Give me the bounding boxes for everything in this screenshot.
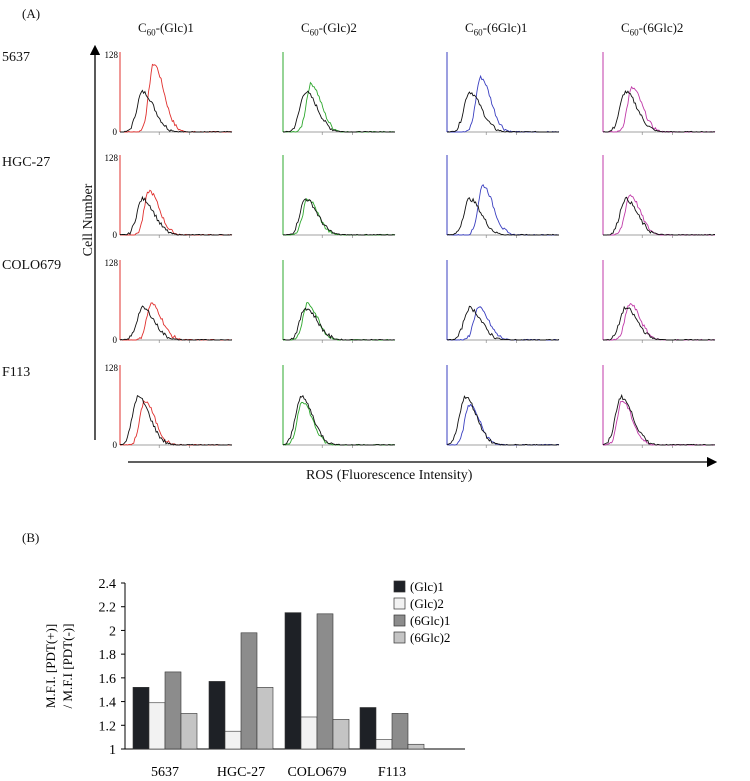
y-tick-max-label: 128 xyxy=(105,363,119,373)
bar-y-tick-label: 2.4 xyxy=(99,577,117,592)
y-axis-title: Cell Number xyxy=(81,183,96,257)
y-tick-min-label: 0 xyxy=(113,230,118,240)
treated-histogram-curve xyxy=(446,74,560,133)
row-label: F113 xyxy=(2,365,31,380)
bar xyxy=(316,613,334,750)
control-histogram-curve xyxy=(602,90,716,133)
bar-y-tick-label: 1.2 xyxy=(99,719,117,734)
control-histogram-curve xyxy=(282,198,396,236)
bar-y-tick-label: 1 xyxy=(109,743,116,758)
legend-label: (6Glc)2 xyxy=(410,630,450,645)
bar xyxy=(284,612,302,750)
bar-category-label: COLO679 xyxy=(287,765,346,780)
bar-category-label: 5637 xyxy=(151,765,179,780)
bar xyxy=(332,719,350,750)
bar xyxy=(180,713,198,750)
column-header: C60-(Glc)2 xyxy=(301,20,357,38)
bar xyxy=(148,702,166,750)
bar xyxy=(224,730,242,750)
bar-y-tick-label: 2 xyxy=(109,624,116,639)
treated-histogram-curve xyxy=(446,184,559,236)
column-header: C60-(6Glc)1 xyxy=(465,20,528,38)
legend-label: (6Glc)1 xyxy=(410,613,450,628)
bar xyxy=(256,687,274,750)
y-tick-min-label: 0 xyxy=(113,127,118,137)
bar xyxy=(240,632,258,750)
control-histogram-curve xyxy=(602,393,715,446)
bar-y-tick-label: 1.4 xyxy=(99,696,117,711)
treated-histogram-curve xyxy=(119,63,233,133)
bar xyxy=(132,687,150,750)
bar-y-tick-label: 2.2 xyxy=(99,601,117,616)
y-tick-max-label: 128 xyxy=(105,50,119,60)
bar-y-label-line1: M.F.I. [PDT(+)] xyxy=(43,624,58,708)
legend-swatch xyxy=(393,631,406,644)
panel-b-bar-chart: 1 1.2 1.4 1.6 1.8 2 2.2 2.4 M.F.I. [PDT(+)] / M.F… xyxy=(43,577,465,780)
control-histogram-curve xyxy=(119,395,232,446)
bar xyxy=(375,739,393,750)
bar xyxy=(359,707,377,750)
control-histogram-curve xyxy=(603,305,716,341)
treated-histogram-curve xyxy=(602,85,716,133)
bar xyxy=(407,743,425,750)
legend-swatch xyxy=(393,580,406,593)
y-tick-min-label: 0 xyxy=(113,440,118,450)
control-histogram-curve xyxy=(447,91,559,133)
legend-swatch xyxy=(393,614,406,627)
bar-category-label: HGC-27 xyxy=(217,765,265,780)
treated-histogram-curve xyxy=(120,399,233,446)
panel-a-label: (A) xyxy=(22,6,41,21)
y-tick-max-label: 128 xyxy=(105,153,119,163)
control-histogram-curve xyxy=(282,394,396,446)
control-histogram-curve xyxy=(446,395,560,446)
legend-label: (Glc)2 xyxy=(410,596,444,611)
treated-histogram-curve xyxy=(283,301,395,341)
bar-y-label-line2: / M.F.I [PDT(-)] xyxy=(60,624,75,709)
control-histogram-curve xyxy=(119,89,232,133)
control-histogram-curve xyxy=(446,305,560,341)
panel-b-label: (B) xyxy=(22,530,40,545)
bar xyxy=(391,713,409,750)
legend-label: (Glc)1 xyxy=(410,579,444,594)
bar xyxy=(300,716,318,750)
row-label: HGC-27 xyxy=(2,155,51,170)
treated-histogram-curve xyxy=(282,401,396,446)
y-tick-max-label: 128 xyxy=(105,258,119,268)
row-label: 5637 xyxy=(2,50,30,65)
bar-y-tick-label: 1.6 xyxy=(99,672,117,687)
control-histogram-curve xyxy=(282,90,395,133)
control-histogram-curve xyxy=(119,305,233,341)
column-header: C60-(Glc)1 xyxy=(138,20,194,38)
legend-swatch xyxy=(393,597,406,610)
bar-category-label: F113 xyxy=(378,765,406,780)
treated-histogram-curve xyxy=(603,400,715,446)
x-axis-title: ROS (Fluorescence Intensity) xyxy=(306,468,473,483)
control-histogram-curve xyxy=(282,307,396,341)
treated-histogram-curve xyxy=(446,306,560,341)
column-header: C60-(6Glc)2 xyxy=(621,20,684,38)
panel-a-histograms: 128 0 128 0 128 0 128 0 xyxy=(89,44,718,468)
treated-histogram-curve xyxy=(447,403,560,446)
bar-y-tick-label: 1.8 xyxy=(99,648,117,663)
control-histogram-curve xyxy=(446,197,559,236)
bar xyxy=(164,671,182,750)
control-histogram-curve xyxy=(119,195,233,236)
y-tick-min-label: 0 xyxy=(113,335,118,345)
control-histogram-curve xyxy=(603,196,715,236)
row-label: COLO679 xyxy=(2,258,62,273)
bar xyxy=(208,681,226,750)
